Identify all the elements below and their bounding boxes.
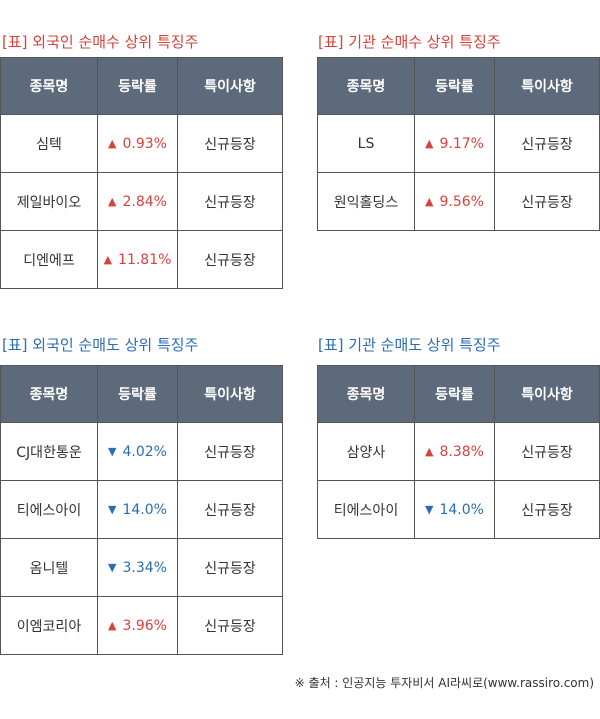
change-rate: ▼ 3.34% [97, 538, 178, 597]
stock-name: 심텍 [0, 114, 98, 173]
remarks: 신규등장 [494, 172, 600, 231]
change-rate-value: 14.0% [439, 501, 484, 518]
change-rate-value: 11.81% [118, 251, 172, 268]
remarks: 신규등장 [177, 422, 283, 481]
table-header-row: 종목명 등락률 특이사항 [317, 57, 600, 115]
change-rate-value: 2.84% [122, 193, 167, 210]
change-rate-value: 9.56% [439, 193, 484, 210]
table-foreign-net-buy: 종목명 등락률 특이사항 심텍 ▲ 0.93% 신규등장 제일바이오 ▲ 2.84%… [0, 57, 283, 289]
up-arrow-icon: ▲ [108, 194, 117, 208]
table-row: 티에스아이 ▼ 14.0% 신규등장 [0, 480, 283, 539]
col-header-change-rate: 등락률 [414, 365, 495, 423]
col-header-remarks: 특이사항 [177, 57, 283, 115]
stock-name: 티에스아이 [317, 480, 415, 539]
change-rate: ▲ 3.96% [97, 596, 178, 655]
change-rate: ▼ 14.0% [414, 480, 495, 539]
change-rate: ▲ 9.17% [414, 114, 495, 173]
stock-name: 이엠코리아 [0, 596, 98, 655]
table-row: 제일바이오 ▲ 2.84% 신규등장 [0, 172, 283, 231]
down-arrow-icon: ▼ [108, 444, 117, 458]
remarks: 신규등장 [177, 114, 283, 173]
stock-name: CJ대한통운 [0, 422, 98, 481]
table-header-row: 종목명 등락률 특이사항 [0, 57, 283, 115]
table-foreign-net-sell: 종목명 등락률 특이사항 CJ대한통운 ▼ 4.02% 신규등장 티에스아이 ▼ 1… [0, 365, 283, 655]
remarks: 신규등장 [177, 538, 283, 597]
up-arrow-icon: ▲ [108, 618, 117, 632]
change-rate: ▲ 8.38% [414, 422, 495, 481]
stock-name: LS [317, 114, 415, 173]
table-row: LS ▲ 9.17% 신규등장 [317, 114, 600, 173]
up-arrow-icon: ▲ [425, 194, 434, 208]
table-row: 티에스아이 ▼ 14.0% 신규등장 [317, 480, 600, 539]
remarks: 신규등장 [177, 596, 283, 655]
stock-name: 옴니텔 [0, 538, 98, 597]
table-row: CJ대한통운 ▼ 4.02% 신규등장 [0, 422, 283, 481]
remarks: 신규등장 [494, 422, 600, 481]
table-row: 디엔에프 ▲ 11.81% 신규등장 [0, 230, 283, 289]
table-row: 원익홀딩스 ▲ 9.56% 신규등장 [317, 172, 600, 231]
table-row: 삼양사 ▲ 8.38% 신규등장 [317, 422, 600, 481]
stock-name: 디엔에프 [0, 230, 98, 289]
remarks: 신규등장 [177, 480, 283, 539]
section-title-foreign-net-sell: [표] 외국인 순매도 상위 특징주 [2, 336, 199, 354]
stock-name: 제일바이오 [0, 172, 98, 231]
change-rate: ▼ 14.0% [97, 480, 178, 539]
down-arrow-icon: ▼ [108, 560, 117, 574]
table-header-row: 종목명 등락률 특이사항 [0, 365, 283, 423]
remarks: 신규등장 [177, 172, 283, 231]
change-rate-value: 3.34% [122, 559, 167, 576]
change-rate-value: 3.96% [122, 617, 167, 634]
change-rate: ▲ 9.56% [414, 172, 495, 231]
source-footnote: ※ 출처 : 인공지능 투자비서 AI라씨로(www.rassiro.com) [294, 676, 594, 690]
up-arrow-icon: ▲ [108, 136, 117, 150]
up-arrow-icon: ▲ [425, 444, 434, 458]
col-header-stock-name: 종목명 [0, 57, 98, 115]
change-rate-value: 8.38% [439, 443, 484, 460]
remarks: 신규등장 [494, 114, 600, 173]
change-rate: ▲ 0.93% [97, 114, 178, 173]
table-institution-net-buy: 종목명 등락률 특이사항 LS ▲ 9.17% 신규등장 원익홀딩스 ▲ 9.56%… [317, 57, 600, 231]
table-row: 이엠코리아 ▲ 3.96% 신규등장 [0, 596, 283, 655]
stock-name: 티에스아이 [0, 480, 98, 539]
change-rate-value: 0.93% [122, 135, 167, 152]
stock-name: 원익홀딩스 [317, 172, 415, 231]
col-header-stock-name: 종목명 [317, 365, 415, 423]
col-header-remarks: 특이사항 [494, 57, 600, 115]
remarks: 신규등장 [177, 230, 283, 289]
table-institution-net-sell: 종목명 등락률 특이사항 삼양사 ▲ 8.38% 신규등장 티에스아이 ▼ 14.0… [317, 365, 600, 539]
change-rate-value: 9.17% [439, 135, 484, 152]
change-rate-value: 14.0% [122, 501, 167, 518]
col-header-remarks: 특이사항 [177, 365, 283, 423]
section-title-foreign-net-buy: [표] 외국인 순매수 상위 특징주 [2, 33, 199, 51]
change-rate: ▼ 4.02% [97, 422, 178, 481]
down-arrow-icon: ▼ [108, 502, 117, 516]
table-row: 심텍 ▲ 0.93% 신규등장 [0, 114, 283, 173]
section-title-institution-net-buy: [표] 기관 순매수 상위 특징주 [318, 33, 501, 51]
down-arrow-icon: ▼ [425, 502, 434, 516]
change-rate: ▲ 11.81% [97, 230, 178, 289]
change-rate: ▲ 2.84% [97, 172, 178, 231]
stock-name: 삼양사 [317, 422, 415, 481]
col-header-remarks: 특이사항 [494, 365, 600, 423]
section-title-institution-net-sell: [표] 기관 순매도 상위 특징주 [318, 336, 501, 354]
up-arrow-icon: ▲ [425, 136, 434, 150]
col-header-change-rate: 등락률 [97, 57, 178, 115]
col-header-stock-name: 종목명 [317, 57, 415, 115]
table-row: 옴니텔 ▼ 3.34% 신규등장 [0, 538, 283, 597]
col-header-change-rate: 등락률 [97, 365, 178, 423]
up-arrow-icon: ▲ [103, 252, 113, 266]
remarks: 신규등장 [494, 480, 600, 539]
col-header-stock-name: 종목명 [0, 365, 98, 423]
col-header-change-rate: 등락률 [414, 57, 495, 115]
table-header-row: 종목명 등락률 특이사항 [317, 365, 600, 423]
change-rate-value: 4.02% [122, 443, 167, 460]
